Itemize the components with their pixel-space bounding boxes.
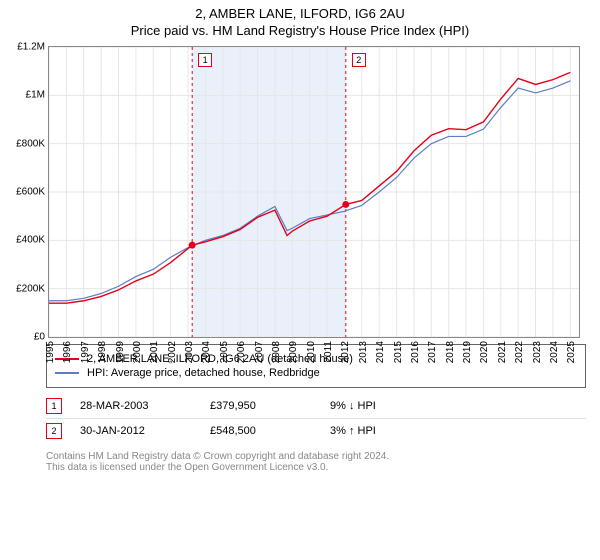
footer-line: This data is licensed under the Open Gov… <box>46 462 586 473</box>
transactions-table: 1 28-MAR-2003 £379,950 9% ↓ HPI 2 30-JAN… <box>46 394 586 443</box>
x-axis-tick: 2001 <box>149 337 160 363</box>
x-axis-tick: 2021 <box>497 337 508 363</box>
transaction-diff: 9% ↓ HPI <box>330 400 376 412</box>
x-axis-tick: 2025 <box>566 337 577 363</box>
x-axis-tick: 2022 <box>514 337 525 363</box>
x-axis-tick: 2024 <box>549 337 560 363</box>
x-axis-tick: 2015 <box>393 337 404 363</box>
x-axis-tick: 1999 <box>115 337 126 363</box>
transaction-date: 28-MAR-2003 <box>80 400 210 412</box>
legend-swatch <box>55 372 79 374</box>
transaction-diff: 3% ↑ HPI <box>330 425 376 437</box>
footer-line: Contains HM Land Registry data © Crown c… <box>46 451 586 462</box>
y-axis-tick: £400K <box>16 235 45 246</box>
y-axis-tick: £0 <box>34 332 45 343</box>
x-axis-tick: 2007 <box>254 337 265 363</box>
chart-marker-badge: 1 <box>198 53 212 67</box>
x-axis-tick: 2016 <box>410 337 421 363</box>
y-axis-tick: £1.2M <box>17 42 45 53</box>
x-axis-tick: 2013 <box>358 337 369 363</box>
x-axis-tick: 2005 <box>219 337 230 363</box>
x-axis-tick: 2002 <box>167 337 178 363</box>
x-axis-tick: 2000 <box>132 337 143 363</box>
chart-area: £0£200K£400K£600K£800K£1M£1.2M1995199619… <box>14 46 586 338</box>
x-axis-tick: 2006 <box>236 337 247 363</box>
x-axis-tick: 2008 <box>271 337 282 363</box>
x-axis-tick: 1998 <box>97 337 108 363</box>
x-axis-tick: 2004 <box>201 337 212 363</box>
legend-item: HPI: Average price, detached house, Redb… <box>55 367 577 379</box>
x-axis-tick: 2003 <box>184 337 195 363</box>
transaction-row: 2 30-JAN-2012 £548,500 3% ↑ HPI <box>46 419 586 443</box>
x-axis-tick: 2019 <box>462 337 473 363</box>
x-axis-tick: 2014 <box>375 337 386 363</box>
x-axis-tick: 2011 <box>323 337 334 363</box>
y-axis-tick: £600K <box>16 187 45 198</box>
chart-marker-badge: 2 <box>352 53 366 67</box>
page: 2, AMBER LANE, ILFORD, IG6 2AU Price pai… <box>0 0 600 560</box>
transaction-price: £548,500 <box>210 425 330 437</box>
transaction-badge: 1 <box>46 398 62 414</box>
x-axis-tick: 2023 <box>532 337 543 363</box>
transaction-row: 1 28-MAR-2003 £379,950 9% ↓ HPI <box>46 394 586 419</box>
transaction-date: 30-JAN-2012 <box>80 425 210 437</box>
x-axis-tick: 2009 <box>288 337 299 363</box>
chart-title: 2, AMBER LANE, ILFORD, IG6 2AU <box>0 0 600 21</box>
transaction-badge: 2 <box>46 423 62 439</box>
y-axis-tick: £1M <box>26 90 45 101</box>
x-axis-tick: 2010 <box>306 337 317 363</box>
y-axis-tick: £200K <box>16 283 45 294</box>
x-axis-tick: 1995 <box>45 337 56 363</box>
y-axis-tick: £800K <box>16 138 45 149</box>
x-axis-tick: 1997 <box>80 337 91 363</box>
legend-label: HPI: Average price, detached house, Redb… <box>87 367 320 379</box>
x-axis-tick: 2018 <box>445 337 456 363</box>
x-axis-tick: 2012 <box>340 337 351 363</box>
chart-subtitle: Price paid vs. HM Land Registry's House … <box>0 21 600 38</box>
x-axis-tick: 2017 <box>427 337 438 363</box>
footer-attribution: Contains HM Land Registry data © Crown c… <box>46 451 586 473</box>
transaction-price: £379,950 <box>210 400 330 412</box>
x-axis-tick: 1996 <box>62 337 73 363</box>
x-axis-tick: 2020 <box>479 337 490 363</box>
